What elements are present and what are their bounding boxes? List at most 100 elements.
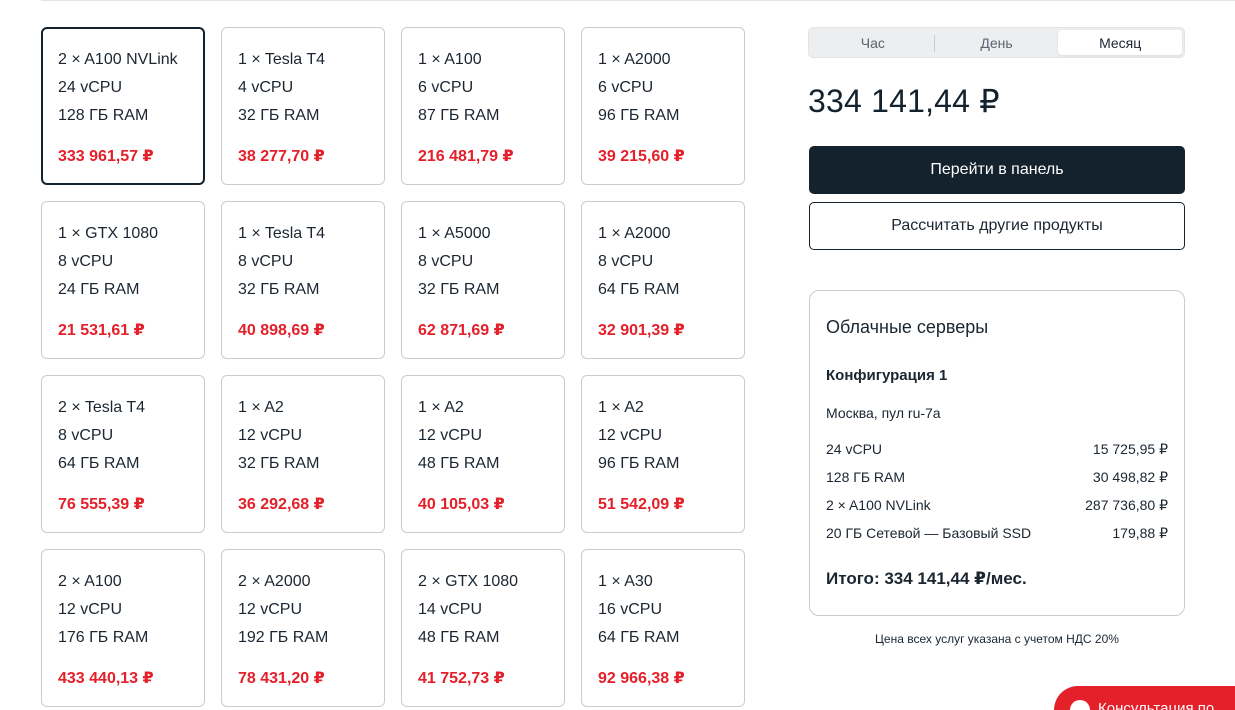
- config-ram: 32 ГБ RAM: [238, 107, 320, 124]
- config-ram: 32 ГБ RAM: [418, 281, 500, 298]
- config-card[interactable]: 1 × A100 6 vCPU 87 ГБ RAM 216 481,79 ₽: [401, 27, 565, 185]
- config-cpu: 6 vCPU: [598, 79, 654, 96]
- config-price: 32 901,39 ₽: [598, 322, 685, 339]
- period-switch: Час День Месяц: [808, 27, 1185, 58]
- config-cpu: 8 vCPU: [418, 253, 474, 270]
- config-card[interactable]: 1 × A2000 8 vCPU 64 ГБ RAM 32 901,39 ₽: [581, 201, 745, 359]
- config-cpu: 8 vCPU: [58, 427, 114, 444]
- config-ram: 24 ГБ RAM: [58, 281, 140, 298]
- config-gpu: 1 × A2: [238, 399, 284, 416]
- config-card[interactable]: 1 × A2000 6 vCPU 96 ГБ RAM 39 215,60 ₽: [581, 27, 745, 185]
- config-ram: 87 ГБ RAM: [418, 107, 500, 124]
- config-gpu: 1 × A5000: [418, 225, 491, 242]
- chat-label: Консультация по...: [1098, 700, 1227, 710]
- config-cpu: 8 vCPU: [598, 253, 654, 270]
- config-price: 21 531,61 ₽: [58, 322, 145, 339]
- config-card[interactable]: 2 × A2000 12 vCPU 192 ГБ RAM 78 431,20 ₽: [221, 549, 385, 707]
- summary-row: 128 ГБ RAM 30 498,82 ₽: [826, 463, 1168, 491]
- config-ram: 48 ГБ RAM: [418, 629, 500, 646]
- summary-row: 20 ГБ Сетевой — Базовый SSD 179,88 ₽: [826, 519, 1168, 547]
- config-cpu: 8 vCPU: [238, 253, 294, 270]
- config-price: 39 215,60 ₽: [598, 148, 685, 165]
- config-cpu: 24 vCPU: [58, 79, 123, 96]
- config-gpu: 1 × A2000: [598, 225, 671, 242]
- summary-row-value: 15 725,95 ₽: [1092, 440, 1168, 457]
- config-price: 92 966,38 ₽: [598, 670, 685, 687]
- summary-row-label: 2 × A100 NVLink: [826, 497, 931, 513]
- config-card[interactable]: 1 × A2 12 vCPU 48 ГБ RAM 40 105,03 ₽: [401, 375, 565, 533]
- config-gpu: 1 × A2000: [598, 51, 671, 68]
- chat-consultation-button[interactable]: Консультация по...: [1054, 686, 1235, 710]
- config-cpu: 4 vCPU: [238, 79, 294, 96]
- config-gpu: 1 × A100: [418, 51, 482, 68]
- config-gpu: 1 × Tesla T4: [238, 225, 326, 242]
- config-price: 41 752,73 ₽: [418, 670, 505, 687]
- location: Москва, пул ru-7a: [826, 405, 941, 421]
- summary-row: 2 × A100 NVLink 287 736,80 ₽: [826, 491, 1168, 519]
- config-gpu: 1 × Tesla T4: [238, 51, 326, 68]
- config-card[interactable]: 2 × A100 NVLink 24 vCPU 128 ГБ RAM 333 961,…: [41, 27, 205, 185]
- config-ram: 32 ГБ RAM: [238, 455, 320, 472]
- config-card[interactable]: 1 × A5000 8 vCPU 32 ГБ RAM 62 871,69 ₽: [401, 201, 565, 359]
- config-gpu: 2 × A100: [58, 573, 122, 590]
- config-price: 38 277,70 ₽: [238, 148, 325, 165]
- config-grid: 2 × A100 NVLink 24 vCPU 128 ГБ RAM 333 961,…: [41, 27, 745, 710]
- config-card[interactable]: 1 × Tesla T4 8 vCPU 32 ГБ RAM 40 898,69 ₽: [221, 201, 385, 359]
- config-gpu: 2 × Tesla T4: [58, 399, 146, 416]
- summary-row-value: 179,88 ₽: [1112, 524, 1168, 541]
- config-card[interactable]: 1 × A2 12 vCPU 96 ГБ RAM 51 542,09 ₽: [581, 375, 745, 533]
- summary-title: Облачные серверы: [826, 317, 989, 337]
- config-card[interactable]: 2 × A100 12 vCPU 176 ГБ RAM 433 440,13 ₽: [41, 549, 205, 707]
- summary-row-value: 287 736,80 ₽: [1085, 496, 1168, 513]
- config-gpu: 1 × A2: [418, 399, 464, 416]
- config-price: 333 961,57 ₽: [58, 148, 154, 165]
- config-price: 36 292,68 ₽: [238, 496, 325, 513]
- config-ram: 96 ГБ RAM: [598, 107, 680, 124]
- config-ram: 32 ГБ RAM: [238, 281, 320, 298]
- config-card[interactable]: 1 × Tesla T4 4 vCPU 32 ГБ RAM 38 277,70 ₽: [221, 27, 385, 185]
- config-price: 40 105,03 ₽: [418, 496, 505, 513]
- config-cpu: 12 vCPU: [418, 427, 483, 444]
- config-ram: 192 ГБ RAM: [238, 629, 329, 646]
- chat-icon: [1070, 700, 1090, 710]
- config-ram: 64 ГБ RAM: [598, 281, 680, 298]
- vat-note: Цена всех услуг указана с учетом НДС 20%: [875, 632, 1119, 646]
- period-tab[interactable]: Месяц: [1058, 30, 1183, 55]
- summary-row-label: 20 ГБ Сетевой — Базовый SSD: [826, 525, 1032, 541]
- config-price: 216 481,79 ₽: [418, 148, 514, 165]
- config-card[interactable]: 1 × A30 16 vCPU 64 ГБ RAM 92 966,38 ₽: [581, 549, 745, 707]
- config-gpu: 1 × GTX 1080: [58, 225, 159, 242]
- config-gpu: 1 × A2: [598, 399, 644, 416]
- config-ram: 128 ГБ RAM: [58, 107, 149, 124]
- period-tab[interactable]: Час: [811, 30, 935, 55]
- summary-rows: 24 vCPU 15 725,95 ₽ 128 ГБ RAM 30 498,82…: [826, 435, 1168, 547]
- top-divider: [41, 0, 1235, 1]
- config-cpu: 12 vCPU: [238, 601, 303, 618]
- config-gpu: 2 × A2000: [238, 573, 311, 590]
- config-ram: 176 ГБ RAM: [58, 629, 149, 646]
- config-card[interactable]: 1 × GTX 1080 8 vCPU 24 ГБ RAM 21 531,61 ₽: [41, 201, 205, 359]
- calculate-other-products-button[interactable]: Рассчитать другие продукты: [809, 202, 1185, 250]
- config-gpu: 2 × GTX 1080: [418, 573, 519, 590]
- config-card[interactable]: 2 × Tesla T4 8 vCPU 64 ГБ RAM 76 555,39 ₽: [41, 375, 205, 533]
- config-ram: 64 ГБ RAM: [58, 455, 140, 472]
- config-cpu: 12 vCPU: [598, 427, 663, 444]
- config-gpu: 2 × A100 NVLink: [58, 51, 178, 68]
- config-card[interactable]: 1 × A2 12 vCPU 32 ГБ RAM 36 292,68 ₽: [221, 375, 385, 533]
- config-price: 51 542,09 ₽: [598, 496, 685, 513]
- go-to-panel-button[interactable]: Перейти в панель: [809, 146, 1185, 194]
- config-ram: 64 ГБ RAM: [598, 629, 680, 646]
- config-gpu: 1 × A30: [598, 573, 653, 590]
- config-cpu: 6 vCPU: [418, 79, 474, 96]
- config-card[interactable]: 2 × GTX 1080 14 vCPU 48 ГБ RAM 41 752,73 ₽: [401, 549, 565, 707]
- grand-total: Итого: 334 141,44 ₽/мес.: [826, 569, 1027, 588]
- summary-row-label: 128 ГБ RAM: [826, 469, 906, 485]
- period-tab[interactable]: День: [980, 34, 1013, 51]
- config-cpu: 8 vCPU: [58, 253, 114, 270]
- config-price: 62 871,69 ₽: [418, 322, 505, 339]
- summary-row-label: 24 vCPU: [826, 441, 883, 457]
- config-price: 433 440,13 ₽: [58, 670, 154, 687]
- config-price: 40 898,69 ₽: [238, 322, 325, 339]
- config-price: 76 555,39 ₽: [58, 496, 145, 513]
- summary-row-value: 30 498,82 ₽: [1092, 468, 1168, 485]
